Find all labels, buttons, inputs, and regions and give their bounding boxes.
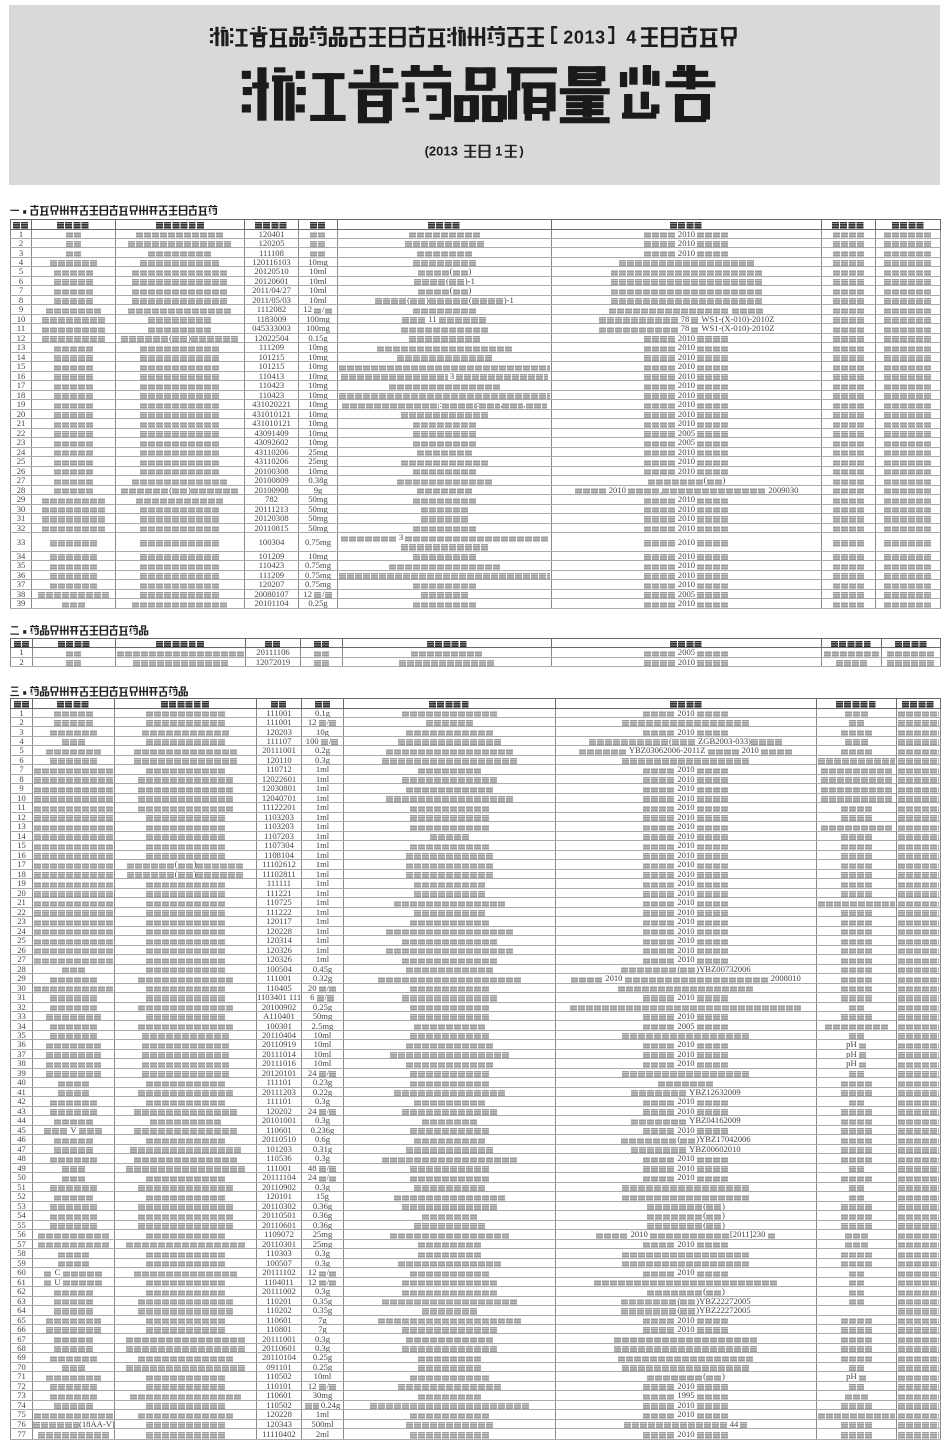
svg-text:4: 4: [626, 28, 636, 48]
svg-text:2013: 2013: [563, 28, 605, 48]
svg-text:): ): [519, 144, 523, 159]
svg-text:(2013: (2013: [425, 144, 458, 159]
svg-text:1: 1: [495, 144, 502, 159]
